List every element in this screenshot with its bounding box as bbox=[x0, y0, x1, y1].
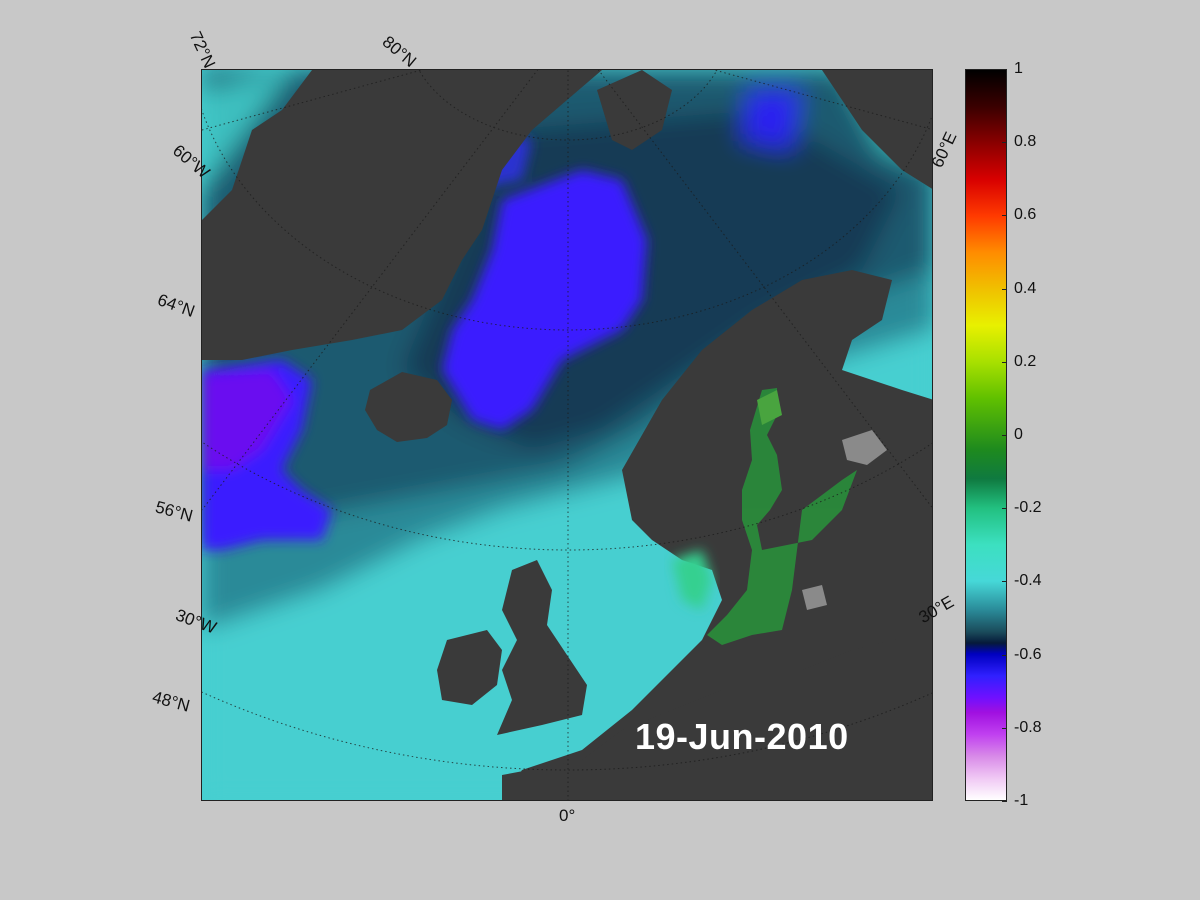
colorbar-tick-mark bbox=[1002, 69, 1007, 70]
colorbar-tick-label: -0.4 bbox=[1014, 572, 1042, 590]
colorbar-tick-mark bbox=[1002, 728, 1007, 729]
lakes bbox=[802, 430, 887, 610]
label-lat-80n: 80°N bbox=[378, 32, 420, 72]
colorbar bbox=[965, 69, 1007, 801]
date-label: 19-Jun-2010 bbox=[635, 716, 849, 757]
colorbar-tick-label: 1 bbox=[1014, 60, 1023, 77]
colorbar-tick-mark bbox=[1002, 655, 1007, 656]
colorbar-tick-label: 0 bbox=[1014, 426, 1023, 443]
land-continental-europe bbox=[502, 630, 932, 800]
colorbar-tick-mark bbox=[1002, 215, 1007, 216]
land-ireland bbox=[437, 630, 502, 705]
graticule bbox=[202, 70, 932, 800]
colorbar-tick-label: 0.4 bbox=[1014, 279, 1037, 297]
label-lat-48n: 48°N bbox=[150, 687, 192, 716]
colorbar-tick-label: -1 bbox=[1014, 792, 1029, 809]
colorbar-tick-label: 0.2 bbox=[1014, 352, 1037, 370]
colorbar-tick-mark bbox=[1002, 289, 1007, 290]
colorbar-tick-label: 0.8 bbox=[1014, 133, 1037, 151]
colorbar-tick-label: -0.6 bbox=[1014, 645, 1042, 663]
colorbar-tick-label: 0.6 bbox=[1014, 206, 1037, 224]
label-lon-0: 0° bbox=[559, 806, 576, 825]
label-lat-72n: 72°N bbox=[185, 28, 220, 72]
colorbar-tick-mark bbox=[1002, 435, 1007, 436]
land-great-britain bbox=[497, 560, 587, 735]
colorbar-tick-mark bbox=[1002, 581, 1007, 582]
colorbar-tick-label: -0.8 bbox=[1014, 718, 1042, 736]
colorbar-tick-mark bbox=[1002, 142, 1007, 143]
colorbar-tick-label: -0.2 bbox=[1014, 499, 1042, 517]
map-graphic bbox=[202, 70, 932, 800]
land-iceland bbox=[365, 372, 452, 442]
colorbar-tick-mark bbox=[1002, 362, 1007, 363]
land-greenland bbox=[202, 70, 602, 360]
map-panel bbox=[201, 69, 933, 801]
label-lat-56n: 56°N bbox=[153, 497, 195, 526]
colorbar-tick-mark bbox=[1002, 508, 1007, 509]
land-svalbard bbox=[597, 70, 672, 150]
colorbar-tick-mark bbox=[1002, 801, 1007, 802]
kattegat-patch bbox=[672, 550, 712, 610]
baltic-sea bbox=[707, 388, 857, 645]
land bbox=[202, 70, 932, 800]
label-lat-64n: 64°N bbox=[155, 290, 198, 321]
land-russia-north bbox=[822, 70, 932, 189]
